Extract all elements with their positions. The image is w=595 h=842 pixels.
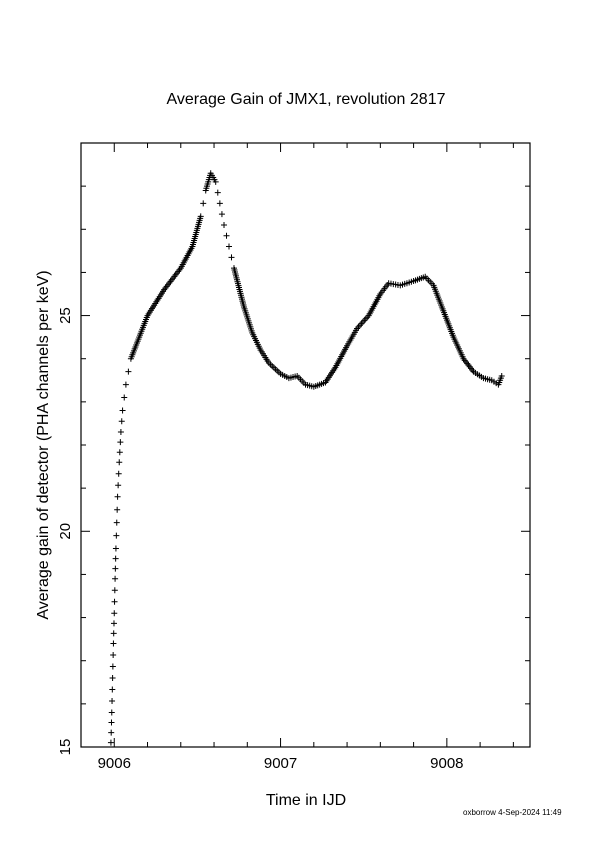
data-point — [228, 254, 235, 261]
data-point — [200, 200, 207, 207]
data-point — [111, 610, 118, 617]
plot-frame — [80, 142, 531, 748]
data-point — [112, 565, 119, 572]
data-point — [110, 620, 117, 627]
data-point — [113, 532, 120, 539]
x-tick-label: 9006 — [98, 755, 131, 772]
data-point — [109, 697, 116, 704]
data-point — [223, 232, 230, 239]
data-point — [216, 200, 223, 207]
x-axis-label: Time in IJD — [266, 792, 346, 809]
data-point — [214, 189, 221, 196]
data-point — [117, 429, 124, 436]
data-point — [117, 439, 124, 446]
data-point — [108, 709, 115, 716]
data-point — [110, 630, 117, 637]
data-point — [115, 482, 122, 489]
x-tick-label: 9007 — [264, 755, 297, 772]
data-point — [110, 640, 117, 647]
data-point — [122, 381, 129, 388]
data-point — [111, 598, 118, 605]
footer-credit: oxborrow 4-Sep-2024 11:49 — [463, 808, 562, 817]
data-point — [110, 651, 117, 658]
data-point — [109, 674, 116, 681]
data-point — [116, 459, 123, 466]
data-point — [116, 449, 123, 456]
data-point — [218, 211, 225, 218]
data-point — [112, 555, 119, 562]
data-point — [108, 729, 115, 736]
data-point — [498, 372, 505, 379]
data-point — [109, 663, 116, 670]
data-point — [114, 493, 121, 500]
y-axis-label: Average gain of detector (PHA channels p… — [35, 270, 52, 619]
data-point — [113, 519, 120, 526]
data-point — [197, 213, 204, 220]
data-point — [112, 575, 119, 582]
y-tick-label: 25 — [57, 307, 74, 324]
data-point — [111, 587, 118, 594]
x-tick-label: 9008 — [430, 755, 463, 772]
chart-title: Average Gain of JMX1, revolution 2817 — [167, 91, 446, 108]
data-point — [125, 368, 132, 375]
data-point — [226, 243, 233, 250]
data-point — [119, 407, 126, 414]
data-point — [212, 178, 219, 185]
y-tick-label: 20 — [57, 523, 74, 540]
data-point — [107, 739, 114, 746]
y-tick-label: 15 — [57, 739, 74, 756]
data-point — [121, 394, 128, 401]
data-point — [109, 686, 116, 693]
data-point — [112, 545, 119, 552]
data-point — [108, 719, 115, 726]
data-point — [115, 470, 122, 477]
data-point — [221, 221, 228, 228]
data-point — [114, 506, 121, 513]
data-point — [118, 418, 125, 425]
